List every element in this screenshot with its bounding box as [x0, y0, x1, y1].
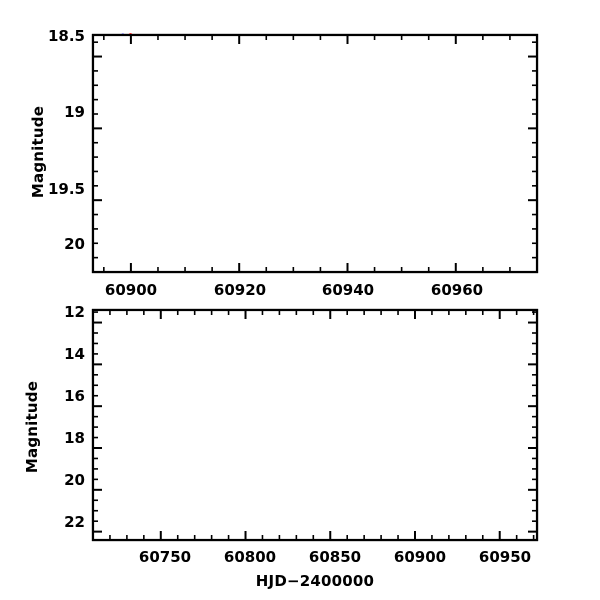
bottom-ytick-label-0: 12: [64, 303, 85, 321]
top-ytick-label-3: 20: [64, 235, 85, 253]
top-ytick-label-1: 19: [64, 103, 85, 121]
bottom-ytick-label-4: 20: [64, 471, 85, 489]
bottom-ytick-label-3: 18: [64, 429, 85, 447]
bottom-panel-ylabel: Magnitude: [23, 380, 41, 474]
top-xtick-label-2: 60940: [321, 281, 375, 299]
top-ytick-label-2: 19.5: [47, 180, 85, 198]
bottom-xtick-label-1: 60800: [223, 548, 277, 566]
bottom-panel-xlabel: HJD−2400000: [255, 572, 375, 590]
top-panel: [91, 33, 539, 274]
bottom-panel-plot: [91, 308, 539, 542]
top-xtick-label-1: 60920: [213, 281, 267, 299]
bottom-xtick-label-2: 60850: [308, 548, 362, 566]
bottom-ytick-label-1: 14: [64, 345, 85, 363]
bottom-xtick-label-3: 60900: [393, 548, 447, 566]
bottom-xtick-label-4: 60950: [478, 548, 532, 566]
bottom-ytick-label-5: 22: [64, 513, 85, 531]
bottom-panel: [0, 300, 600, 600]
bottom-ytick-label-2: 16: [64, 387, 85, 405]
top-ytick-label-0: 18.5: [47, 27, 85, 45]
bottom-xtick-label-0: 60750: [138, 548, 192, 566]
top-xtick-label-0: 60900: [104, 281, 158, 299]
top-panel-plot: [91, 33, 539, 274]
top-xtick-label-3: 60960: [430, 281, 484, 299]
